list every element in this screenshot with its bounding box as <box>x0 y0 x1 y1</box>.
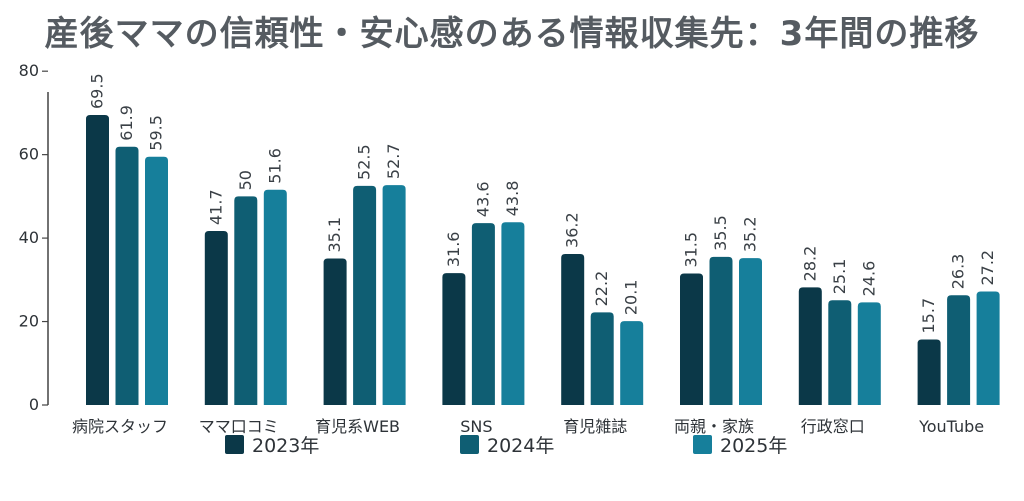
bar <box>145 156 168 405</box>
legend-swatch <box>225 435 244 454</box>
chart-title: 産後ママの信頼性・安心感のある情報収集先：3年間の推移 <box>44 14 980 54</box>
data-label: 51.6 <box>265 148 284 184</box>
bar <box>353 185 377 405</box>
bar <box>86 115 109 405</box>
data-label: 15.7 <box>919 298 938 334</box>
data-label: 20.1 <box>622 280 641 316</box>
y-tick-label: 60 <box>19 145 39 164</box>
data-label: 31.6 <box>444 232 463 268</box>
bar <box>204 231 228 405</box>
data-label: 43.8 <box>503 181 522 217</box>
bar <box>115 146 139 406</box>
y-tick-label: 40 <box>19 228 39 247</box>
category-label: 育児系WEB <box>315 417 400 436</box>
data-label: 24.6 <box>859 261 878 297</box>
legend-swatch <box>460 435 479 454</box>
bar <box>680 273 703 405</box>
axes: 0 20 40 60 80 <box>19 61 49 414</box>
data-label: 25.1 <box>830 259 849 295</box>
legend-label: 2023年 <box>252 435 319 457</box>
y-tick-label: 0 <box>29 395 39 414</box>
category-label: YouTube <box>918 417 984 436</box>
category-label: ママ口コミ <box>199 417 279 436</box>
bar <box>917 339 941 405</box>
category-labels: 病院スタッフ ママ口コミ 育児系WEB SNS 育児雑誌 両親・家族 行政窓口 YouTube <box>72 417 984 436</box>
bar <box>857 302 881 405</box>
category-label: 育児雑誌 <box>563 417 627 436</box>
data-label: 50 <box>236 170 255 190</box>
category-label: 両親・家族 <box>674 417 754 436</box>
legend-label: 2024年 <box>487 435 554 457</box>
data-label: 35.2 <box>741 216 760 252</box>
data-label: 31.5 <box>682 232 701 268</box>
data-label: 69.5 <box>88 73 107 109</box>
legend-label: 2025年 <box>720 435 787 457</box>
data-labels: 69.5 61.9 59.5 41.7 50 51.6 35.1 52.5 52.7 31.6 43… <box>88 73 998 333</box>
data-label: 35.1 <box>325 217 344 253</box>
bar <box>739 258 762 405</box>
data-label: 52.5 <box>355 144 374 180</box>
y-tick-label: 20 <box>19 312 39 331</box>
category-label: 行政窓口 <box>801 417 865 436</box>
data-label: 61.9 <box>117 105 136 141</box>
bar <box>620 321 644 405</box>
category-label: 病院スタッフ <box>72 417 168 436</box>
data-label: 43.6 <box>473 181 492 217</box>
bar <box>828 300 852 405</box>
bars <box>86 115 1000 406</box>
data-label: 35.5 <box>711 215 730 251</box>
category-label: SNS <box>460 417 492 436</box>
bar <box>501 222 525 405</box>
bar <box>561 253 585 405</box>
data-label: 59.5 <box>147 115 166 151</box>
legend-swatch <box>693 435 712 454</box>
bar <box>382 185 406 405</box>
data-label: 22.2 <box>592 271 611 307</box>
bar <box>590 312 614 405</box>
data-label: 26.3 <box>949 254 968 290</box>
bar <box>798 287 822 405</box>
bar <box>471 223 495 405</box>
data-label: 41.7 <box>206 189 225 225</box>
bar <box>947 295 971 405</box>
data-label: 28.2 <box>800 246 819 282</box>
y-tick-label: 80 <box>19 61 39 80</box>
bar <box>709 256 733 405</box>
legend: 2023年 2024年 2025年 <box>225 435 787 457</box>
data-label: 52.7 <box>384 143 403 179</box>
bar <box>323 258 347 405</box>
bar <box>263 189 287 405</box>
bar <box>976 291 1000 405</box>
data-label: 36.2 <box>563 212 582 248</box>
bar <box>442 273 466 405</box>
data-label: 27.2 <box>978 250 997 286</box>
bar <box>234 196 258 405</box>
